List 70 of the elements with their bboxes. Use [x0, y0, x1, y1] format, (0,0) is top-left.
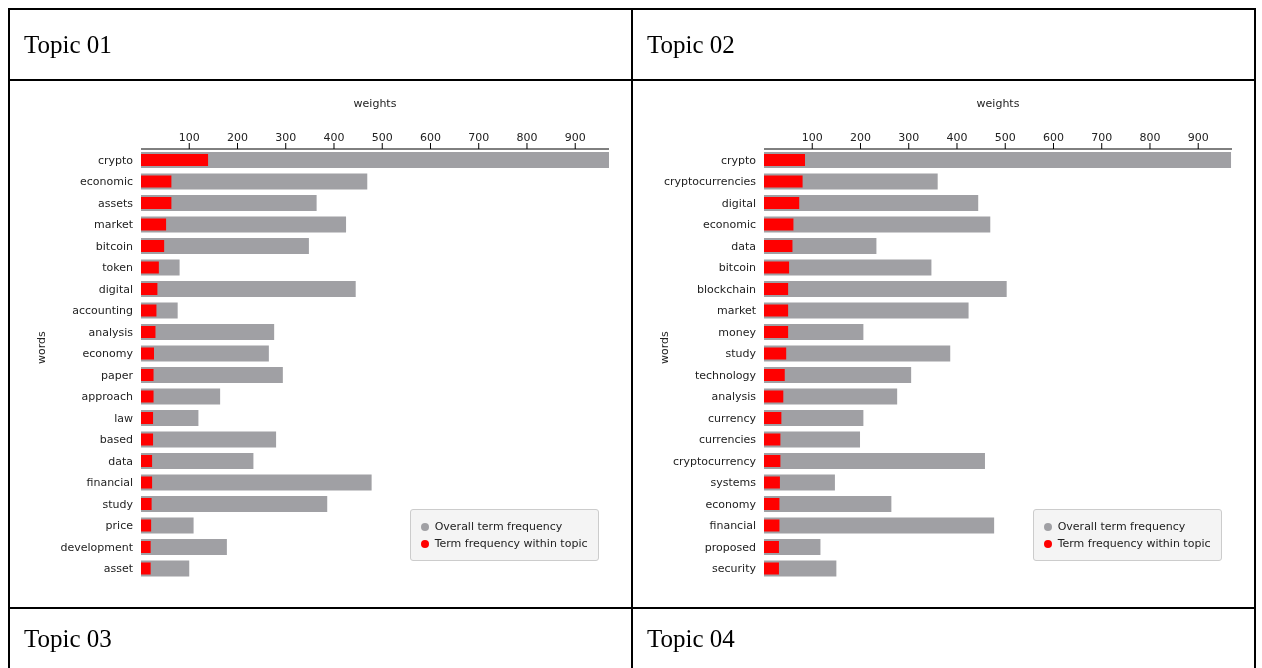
- y-tick-label: currency: [707, 411, 756, 425]
- x-axis-title: weights: [353, 96, 397, 110]
- y-tick-label: paper: [100, 368, 133, 382]
- legend-label: Overall term frequency: [434, 520, 563, 533]
- y-tick-label: token: [101, 261, 133, 275]
- x-tick-label: 500: [371, 131, 393, 144]
- y-tick-label: study: [101, 497, 133, 511]
- y-tick-label: blockchain: [696, 282, 756, 296]
- y-tick-label: technology: [694, 368, 756, 382]
- y-axis-title: words: [657, 330, 671, 364]
- x-tick-label: 700: [467, 131, 489, 144]
- y-tick-label: financial: [85, 476, 133, 490]
- x-tick-label: 900: [564, 131, 586, 144]
- legend-label: Term frequency within topic: [434, 537, 588, 550]
- y-tick-label: market: [716, 304, 757, 318]
- x-tick-label: 500: [994, 131, 1016, 144]
- y-tick-label: analysis: [87, 325, 133, 339]
- y-tick-label: digital: [98, 282, 133, 296]
- y-tick-label: economy: [82, 347, 133, 361]
- y-tick-label: crypto: [720, 153, 756, 167]
- y-tick-label: money: [717, 325, 756, 339]
- y-tick-label: bitcoin: [95, 239, 133, 253]
- x-tick-label: 100: [178, 131, 200, 144]
- x-tick-label: 200: [226, 131, 248, 144]
- x-tick-label: 200: [849, 131, 871, 144]
- y-tick-label: study: [724, 347, 756, 361]
- chart-title: Topic 01: [24, 30, 112, 59]
- x-tick-label: 300: [897, 131, 919, 144]
- y-tick-label: asset: [103, 562, 134, 576]
- legend-label: Term frequency within topic: [1057, 537, 1211, 550]
- y-tick-label: economic: [702, 218, 756, 232]
- x-tick-label: 400: [945, 131, 967, 144]
- x-tick-label: 800: [515, 131, 537, 144]
- y-tick-label: crypto: [97, 153, 133, 167]
- legend-label: Overall term frequency: [1057, 520, 1186, 533]
- y-tick-label: financial: [708, 519, 756, 533]
- x-tick-label: 400: [322, 131, 344, 144]
- y-tick-label: data: [730, 239, 756, 253]
- text: Topic 04: [647, 625, 735, 653]
- y-tick-label: development: [59, 540, 134, 554]
- x-tick-label: 600: [1042, 131, 1064, 144]
- y-tick-label: digital: [721, 196, 756, 210]
- y-tick-label: currencies: [698, 433, 756, 447]
- x-tick-label: 100: [801, 131, 823, 144]
- y-tick-label: bitcoin: [718, 261, 756, 275]
- y-tick-label: market: [93, 218, 134, 232]
- x-tick-label: 300: [274, 131, 296, 144]
- x-tick-label: 800: [1138, 131, 1160, 144]
- y-tick-label: cryptocurrency: [672, 454, 756, 468]
- y-tick-label: economic: [79, 175, 133, 189]
- y-tick-label: data: [107, 454, 133, 468]
- y-tick-label: based: [99, 433, 133, 447]
- y-tick-label: accounting: [71, 304, 133, 318]
- y-axis-title: words: [34, 330, 48, 364]
- x-tick-label: 600: [419, 131, 441, 144]
- x-tick-label: 900: [1187, 131, 1209, 144]
- chart-title: Topic 02: [647, 30, 735, 59]
- y-tick-label: assets: [97, 196, 133, 210]
- y-tick-label: proposed: [704, 540, 756, 554]
- y-tick-label: law: [113, 411, 133, 425]
- y-tick-label: systems: [710, 476, 756, 490]
- y-tick-label: cryptocurrencies: [663, 175, 756, 189]
- x-axis-title: weights: [976, 96, 1020, 110]
- text: Topic 03: [24, 625, 112, 653]
- x-tick-label: 700: [1090, 131, 1112, 144]
- y-tick-label: economy: [705, 497, 756, 511]
- y-tick-label: approach: [81, 390, 133, 404]
- y-tick-label: security: [711, 562, 756, 576]
- y-tick-label: analysis: [710, 390, 756, 404]
- y-tick-label: price: [105, 519, 133, 533]
